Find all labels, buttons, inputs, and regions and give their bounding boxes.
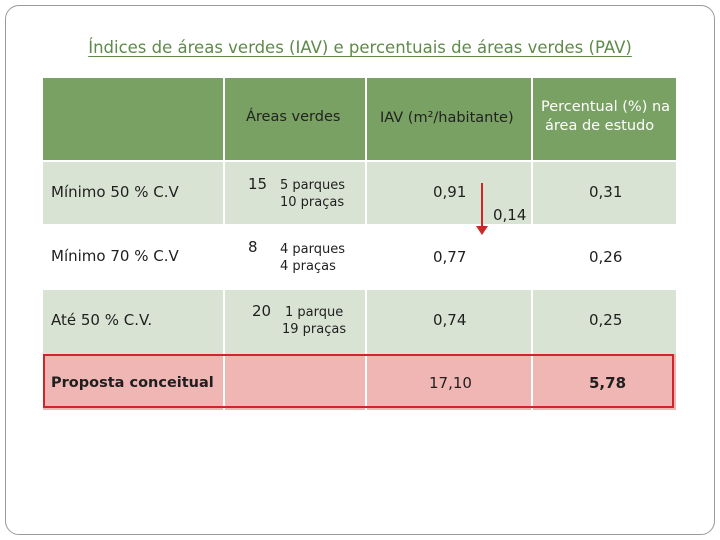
row-pav: 0,26 <box>589 248 623 266</box>
table-row-3-bg <box>43 290 676 354</box>
col-separator <box>531 78 533 410</box>
col-separator <box>365 78 367 410</box>
row-squares: 4 praças <box>280 259 336 274</box>
highlight-box <box>43 354 674 408</box>
row-separator <box>43 160 676 162</box>
row-parks: 4 parques <box>280 242 345 257</box>
row-count: 15 <box>248 175 268 193</box>
row-count: 8 <box>248 238 258 256</box>
difference-arrow-line <box>481 183 483 229</box>
table-row-4-bg <box>43 354 676 410</box>
slide-title: Índices de áreas verdes (IAV) e percentu… <box>88 38 632 57</box>
row-squares: 19 praças <box>282 322 347 337</box>
row-label-min70: Mínimo 70 % C.V <box>51 247 179 265</box>
row-label-proposta: Proposta conceitual <box>51 375 214 391</box>
row-parks: 1 parque <box>285 305 344 320</box>
table-header-row <box>43 78 676 160</box>
difference-label: 0,14 <box>493 206 527 224</box>
row-iav: 17,10 <box>429 374 472 392</box>
row-pav: 0,25 <box>589 311 623 329</box>
arrow-down-icon <box>476 226 488 235</box>
header-areas-verdes: Áreas verdes <box>246 109 341 125</box>
row-pav: 5,78 <box>589 374 627 392</box>
table-row-1-bg <box>43 162 676 224</box>
row-iav: 0,91 <box>433 183 467 201</box>
row-count: 20 <box>252 302 272 320</box>
table-row-2-bg <box>43 224 676 290</box>
row-pav: 0,31 <box>589 183 623 201</box>
row-squares: 10 praças <box>280 195 345 210</box>
row-iav: 0,74 <box>433 311 467 329</box>
row-iav: 0,77 <box>433 248 467 266</box>
row-label-min50: Mínimo 50 % C.V <box>51 183 179 201</box>
row-parks: 5 parques <box>280 178 345 193</box>
header-pav-line2: área de estudo <box>545 118 655 134</box>
row-label-ate50: Até 50 % C.V. <box>51 311 153 329</box>
header-pav-line1: Percentual (%) na <box>541 99 671 115</box>
col-separator <box>223 78 225 410</box>
header-iav: IAV (m²/habitante) <box>380 110 514 126</box>
